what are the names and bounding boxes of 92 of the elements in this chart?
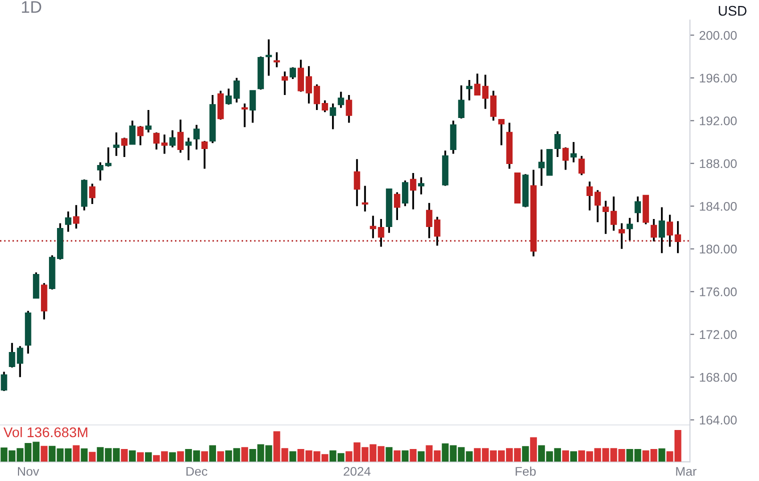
candlestick [201,140,208,170]
candlestick [16,345,24,378]
bar [128,450,136,462]
candlestick [402,180,408,208]
bar [289,451,296,462]
candlestick [145,109,152,134]
bar [40,446,48,462]
x-tick-label: Dec [186,467,208,476]
bar [120,449,128,462]
candlestick [570,141,577,164]
bar [386,447,392,462]
candlestick [8,342,16,368]
candlestick [538,148,545,187]
y-tick-label: 172.00 [700,330,737,340]
bar [201,451,208,462]
bar [169,452,176,462]
candlestick [121,136,128,158]
candlestick [282,70,288,96]
candlestick [418,176,424,196]
y-tick-label: 168.00 [700,372,737,382]
candlestick [378,218,384,248]
candlestick [65,210,72,233]
bar [217,451,224,462]
bar [241,447,248,462]
y-tick-label: 196.00 [700,74,737,83]
candlestick [458,84,464,120]
y-tick-label: 188.00 [700,159,737,168]
candlestick [658,206,666,254]
bar [522,446,529,462]
candlestick [562,146,569,171]
bar [570,451,578,462]
candlestick [354,158,360,208]
bar [177,451,184,462]
candlestick [73,204,80,230]
candlestick [466,79,472,102]
candlestick [274,51,280,68]
bar [209,445,216,462]
x-tick-label: Feb [516,466,536,476]
y-tick-label: 192.00 [700,116,737,126]
candlestick [177,118,184,154]
bar [88,452,96,462]
bar [145,452,152,462]
candlestick [32,271,40,299]
bar [530,437,537,462]
bar [72,445,80,462]
candlestick [346,94,352,124]
x-tick-label: 2024 [344,466,371,476]
bar [136,452,144,462]
bar [402,450,409,462]
y-tick-label: 180.00 [700,244,737,254]
x-tick-label: Mar [676,467,696,476]
candlestick [169,129,176,148]
candlestick [618,222,625,250]
candlestick [0,370,8,392]
candlestick [242,102,248,128]
candlestick [266,38,272,77]
candlestick [650,218,657,242]
candlestick [113,132,120,157]
candlestick [498,118,505,146]
candlestick [410,172,416,210]
candlestick [338,90,344,109]
candlestick [330,102,336,130]
candlestick [193,124,200,150]
y-tick-label: 164.00 [700,416,737,425]
candlestick [250,90,256,124]
bar [410,449,417,462]
candlestick [290,66,296,80]
candlestick [370,214,376,240]
bar [394,450,401,462]
x-tick-label: Nov [18,467,40,476]
candlestick [554,130,561,158]
y-axis-title: USD [718,6,746,16]
candlestick [578,155,585,176]
bar [418,451,425,462]
chart-title: 1D [22,1,42,13]
candlestick [89,182,96,205]
y-tick-label: 200.00 [700,30,737,40]
y-tick-label: 176.00 [700,287,737,296]
candlestick [153,132,160,150]
candlestick [137,125,144,146]
candlestick [185,136,192,162]
candlestick [394,191,400,221]
y-tick-label: 184.00 [700,202,737,211]
candlestick [634,196,641,224]
candlestick [626,216,633,242]
bar [80,448,88,462]
bar [658,448,666,462]
annotation: Vol 136.683M [4,427,88,438]
candlestick [129,120,136,146]
bar [562,450,569,462]
candlestick [161,134,168,155]
candlestick [362,184,368,212]
